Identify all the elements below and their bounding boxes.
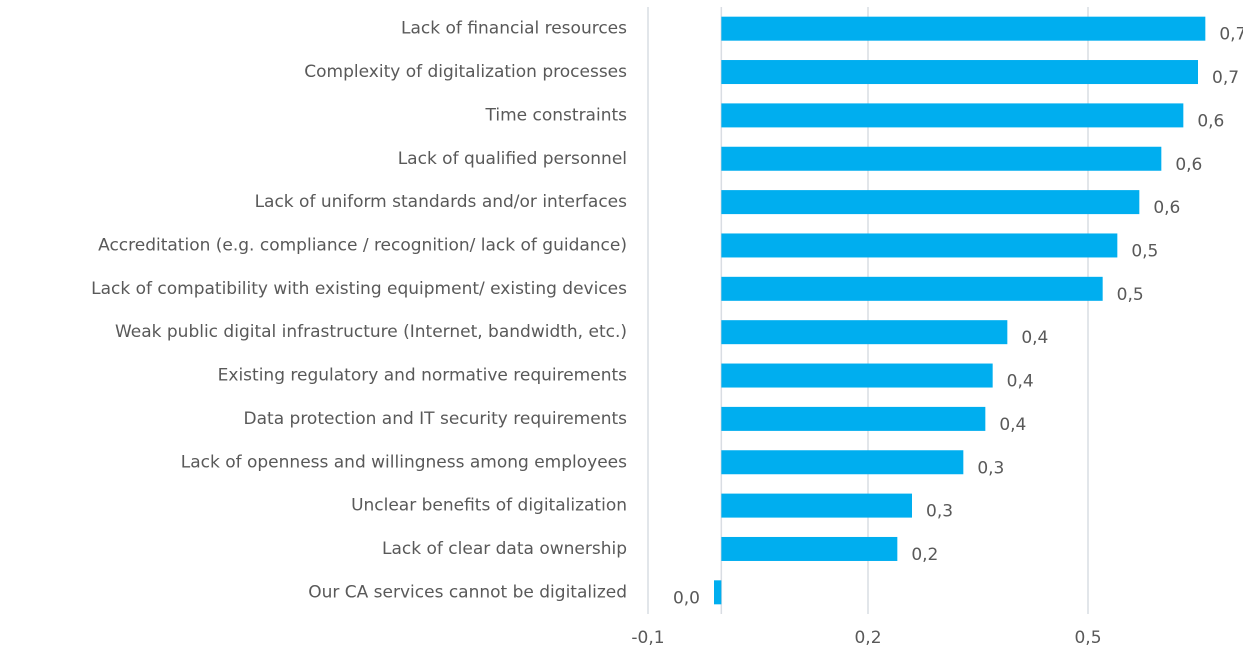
bar <box>721 190 1140 215</box>
bar <box>721 103 1184 128</box>
value-label: 0,5 <box>1131 241 1158 261</box>
bar <box>721 276 1103 301</box>
x-tick-label: 0,5 <box>1074 628 1101 648</box>
value-label: 0,7 <box>1212 68 1239 88</box>
bar <box>721 450 964 475</box>
bar <box>721 320 1008 345</box>
x-tick-label: 0,2 <box>854 628 881 648</box>
bar <box>714 580 722 605</box>
y-tick-label: Our CA services cannot be digitalized <box>308 582 627 602</box>
value-label: 0,2 <box>911 545 938 565</box>
y-tick-label: Existing regulatory and normative requir… <box>218 366 627 386</box>
bar <box>721 233 1118 258</box>
y-tick-label: Data protection and IT security requirem… <box>244 409 628 429</box>
value-label: 0,4 <box>999 415 1026 435</box>
bar <box>721 146 1162 171</box>
y-tick-label: Accreditation (e.g. compliance / recogni… <box>98 235 627 255</box>
value-label: 0,7 <box>1219 25 1243 45</box>
value-label: 0,0 <box>673 588 700 608</box>
bar <box>721 363 993 388</box>
value-label: 0,4 <box>1007 372 1034 392</box>
value-label: 0,5 <box>1117 285 1144 305</box>
y-tick-label: Lack of qualified personnel <box>398 149 627 169</box>
bar <box>721 406 986 431</box>
value-label: 0,6 <box>1197 111 1224 131</box>
y-tick-label: Lack of uniform standards and/or interfa… <box>255 192 628 212</box>
bar <box>721 536 898 561</box>
bar <box>721 493 912 518</box>
y-tick-label: Complexity of digitalization processes <box>304 62 627 82</box>
x-tick-label: -0,1 <box>631 628 664 648</box>
value-label: 0,6 <box>1153 198 1180 218</box>
bar <box>721 60 1198 85</box>
y-tick-label: Lack of clear data ownership <box>382 539 627 559</box>
value-label: 0,6 <box>1175 155 1202 175</box>
y-tick-label: Lack of compatibility with existing equi… <box>91 279 627 299</box>
y-tick-label: Lack of openness and willingness among e… <box>181 452 627 472</box>
value-label: 0,4 <box>1021 328 1048 348</box>
y-tick-label: Lack of financial resources <box>401 19 627 39</box>
y-tick-label: Weak public digital infrastructure (Inte… <box>115 322 627 342</box>
bar <box>721 16 1206 41</box>
value-label: 0,3 <box>977 458 1004 478</box>
y-tick-label: Unclear benefits of digitalization <box>351 496 627 516</box>
y-tick-label: Time constraints <box>485 105 628 125</box>
value-label: 0,3 <box>926 502 953 522</box>
